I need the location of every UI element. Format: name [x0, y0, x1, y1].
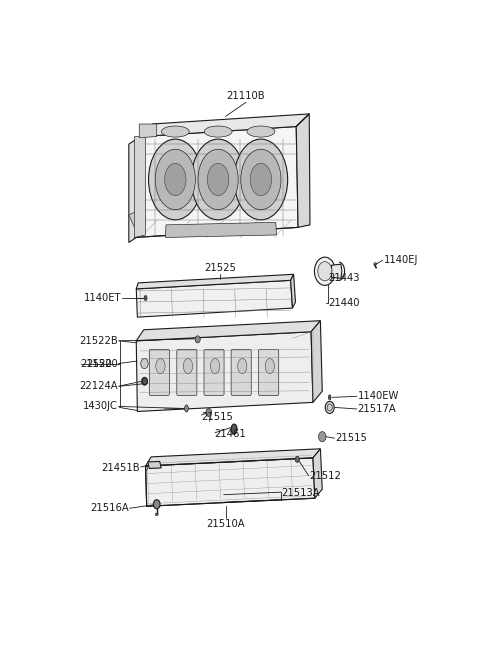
Text: 1430JC: 1430JC — [83, 402, 118, 411]
Polygon shape — [145, 458, 315, 506]
Polygon shape — [134, 137, 145, 238]
Text: 21512: 21512 — [309, 470, 341, 481]
Text: 21525: 21525 — [204, 263, 236, 272]
Text: 22124A: 22124A — [79, 381, 118, 391]
FancyBboxPatch shape — [259, 349, 279, 396]
Circle shape — [325, 402, 334, 413]
Circle shape — [142, 377, 147, 385]
Polygon shape — [313, 449, 322, 498]
Ellipse shape — [161, 126, 189, 137]
Circle shape — [141, 358, 148, 369]
Ellipse shape — [328, 395, 331, 400]
Text: 21520: 21520 — [81, 358, 112, 369]
Text: 21515: 21515 — [202, 411, 233, 422]
Ellipse shape — [231, 424, 237, 434]
Circle shape — [318, 262, 332, 281]
Circle shape — [319, 432, 326, 441]
Ellipse shape — [250, 163, 272, 196]
Ellipse shape — [247, 126, 275, 137]
Text: 1140ET: 1140ET — [84, 293, 121, 303]
Ellipse shape — [165, 163, 186, 196]
Polygon shape — [311, 321, 322, 402]
Text: 21451B: 21451B — [101, 463, 140, 473]
Circle shape — [327, 404, 332, 411]
Ellipse shape — [207, 163, 229, 196]
Ellipse shape — [183, 358, 192, 373]
Polygon shape — [136, 280, 292, 317]
FancyBboxPatch shape — [204, 349, 224, 396]
Polygon shape — [165, 222, 276, 238]
FancyBboxPatch shape — [177, 349, 197, 396]
Circle shape — [142, 378, 147, 384]
Text: 21440: 21440 — [328, 298, 360, 308]
Polygon shape — [140, 114, 309, 137]
Circle shape — [314, 257, 335, 286]
Ellipse shape — [156, 358, 165, 373]
Text: 21510A: 21510A — [206, 519, 245, 529]
Text: 21522B: 21522B — [79, 336, 118, 346]
Polygon shape — [136, 321, 321, 341]
Polygon shape — [290, 274, 296, 308]
Polygon shape — [148, 461, 161, 468]
Polygon shape — [139, 124, 156, 138]
Polygon shape — [136, 332, 313, 411]
Ellipse shape — [185, 405, 188, 412]
Ellipse shape — [265, 358, 275, 373]
Ellipse shape — [210, 358, 220, 373]
Text: 21516A: 21516A — [90, 503, 129, 514]
Circle shape — [154, 500, 160, 509]
Polygon shape — [296, 114, 310, 227]
FancyBboxPatch shape — [149, 349, 169, 396]
Ellipse shape — [204, 126, 232, 137]
Polygon shape — [145, 449, 321, 466]
Polygon shape — [134, 126, 298, 238]
Circle shape — [206, 409, 212, 417]
Ellipse shape — [198, 149, 238, 210]
Ellipse shape — [238, 358, 247, 373]
Polygon shape — [332, 264, 342, 278]
FancyBboxPatch shape — [231, 349, 251, 396]
Ellipse shape — [144, 295, 147, 301]
Polygon shape — [129, 210, 145, 227]
Text: 21517A: 21517A — [358, 404, 396, 414]
Ellipse shape — [155, 513, 158, 515]
Circle shape — [295, 457, 300, 462]
Circle shape — [195, 336, 200, 343]
Ellipse shape — [148, 139, 202, 220]
Text: 21520: 21520 — [86, 358, 118, 369]
Polygon shape — [129, 137, 140, 242]
Text: 21513A: 21513A — [281, 488, 320, 498]
Polygon shape — [136, 274, 294, 289]
Text: 21515: 21515 — [335, 433, 367, 443]
Ellipse shape — [192, 139, 245, 220]
Ellipse shape — [234, 139, 288, 220]
Ellipse shape — [374, 263, 377, 265]
Text: 1140EW: 1140EW — [358, 391, 399, 402]
Text: 21443: 21443 — [328, 273, 360, 283]
Text: 1140EJ: 1140EJ — [384, 255, 418, 265]
Ellipse shape — [241, 149, 281, 210]
Text: 21461: 21461 — [215, 429, 246, 439]
Text: 21110B: 21110B — [227, 91, 265, 102]
Ellipse shape — [155, 149, 195, 210]
